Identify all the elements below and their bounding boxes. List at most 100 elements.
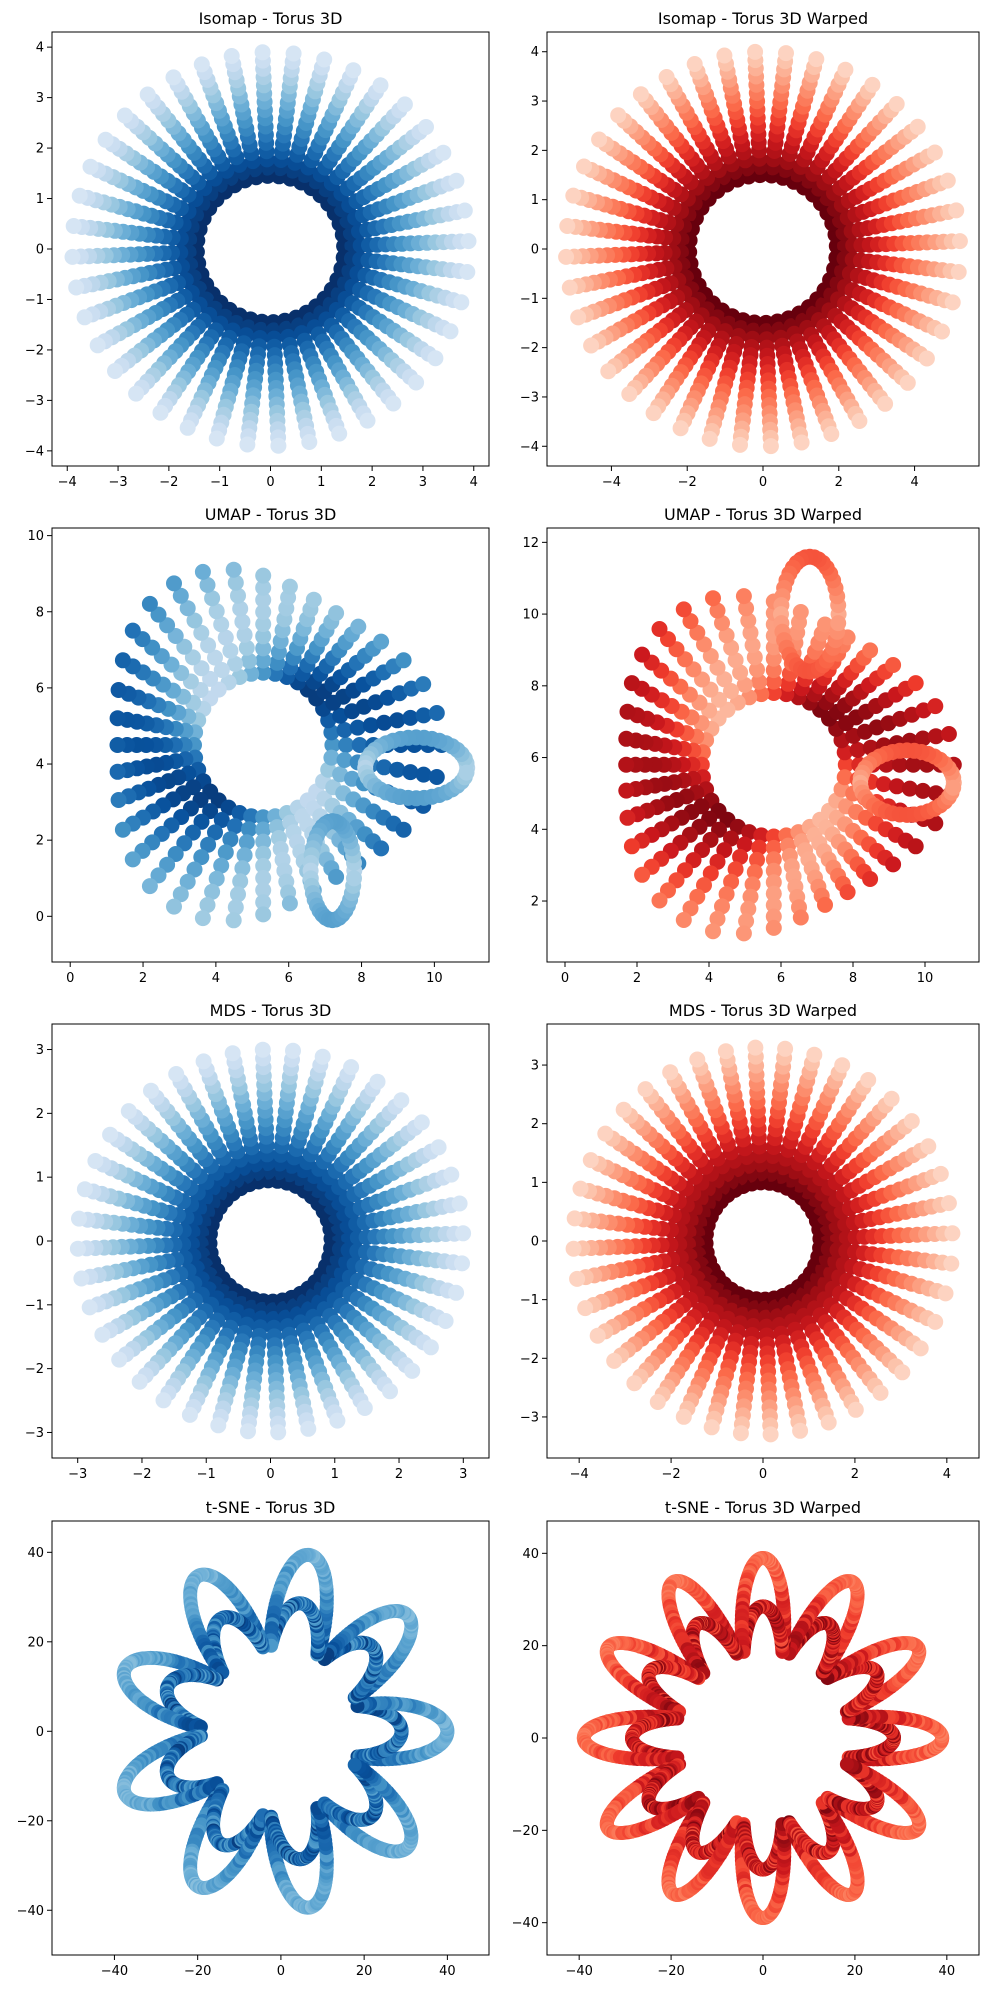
- isomap-torus-panel: Isomap - Torus 3D−4 −3 −2 −1 0 1 2 3 4−4−3−2−101…: [25, 9, 490, 490]
- scatter-point: [927, 1313, 944, 1330]
- scatter-point: [820, 1414, 837, 1431]
- scatter-point: [270, 1424, 287, 1441]
- scatter-point: [714, 615, 730, 631]
- scatter-point: [213, 616, 230, 633]
- scatter-point: [349, 719, 366, 736]
- scatter-point: [634, 646, 651, 663]
- scatter-point: [907, 838, 924, 855]
- scatter-point: [723, 830, 739, 847]
- scatter-point: [254, 1041, 271, 1058]
- scatter-point: [618, 782, 635, 799]
- y-tick-label: 6: [531, 751, 539, 766]
- scatter-point: [234, 860, 251, 877]
- tsne-warped-panel: t-SNE - Torus 3D Warped−40 −20 0 20 40−40−20…: [512, 1498, 980, 1979]
- y-tick-label: −2: [520, 1352, 539, 1367]
- x-tick-label: −1: [197, 1467, 216, 1482]
- scatter-point: [753, 827, 770, 844]
- scatter-point: [305, 591, 322, 608]
- y-tick-label: 1: [36, 192, 44, 207]
- scatter-point: [741, 824, 758, 841]
- scatter-point: [864, 76, 881, 93]
- scatter-point: [792, 604, 809, 620]
- isomap-warped-points: [558, 43, 968, 455]
- scatter-point: [359, 412, 376, 429]
- y-tick-label: 20: [27, 1635, 44, 1650]
- scatter-point: [732, 848, 749, 865]
- y-tick-label: 0: [36, 1235, 44, 1250]
- x-tick-label: 2: [395, 1467, 403, 1482]
- scatter-point: [241, 821, 257, 838]
- scatter-point: [618, 730, 635, 747]
- scatter-point: [227, 899, 244, 916]
- axes-frame: [51, 1520, 490, 1956]
- scatter-point: [597, 1125, 614, 1142]
- scatter-point: [765, 897, 782, 914]
- scatter-point: [389, 712, 406, 729]
- scatter-point: [395, 652, 412, 669]
- scatter-point: [255, 833, 272, 850]
- scatter-point: [689, 1051, 706, 1068]
- y-tick-label: −2: [25, 1362, 44, 1377]
- scatter-point: [940, 726, 957, 742]
- scatter-point: [945, 779, 962, 796]
- scatter-point: [234, 613, 251, 630]
- scatter-point: [193, 624, 210, 641]
- scatter-point: [792, 909, 809, 926]
- scatter-point: [194, 910, 211, 927]
- scatter-point: [393, 1092, 410, 1109]
- scatter-point: [336, 752, 353, 768]
- scatter-point: [558, 248, 575, 265]
- scatter-point: [448, 172, 465, 189]
- scatter-point: [675, 1408, 692, 1425]
- scatter-point: [718, 627, 735, 644]
- x-tick-label: 8: [357, 971, 365, 986]
- scatter-point: [243, 808, 260, 825]
- scatter-point: [200, 836, 217, 853]
- isomap-warped-panel: Isomap - Torus 3D Warped−4 −2 0 2 4−4−3−2−10…: [520, 9, 980, 490]
- scatter-point: [404, 1362, 421, 1379]
- scatter-point: [606, 1352, 623, 1369]
- scatter-point: [382, 1383, 398, 1400]
- scatter-point: [927, 815, 944, 832]
- axes-frame: [546, 527, 980, 963]
- scatter-point: [891, 756, 908, 773]
- scatter-point: [111, 1351, 128, 1368]
- y-tick-label: 0: [36, 1725, 44, 1740]
- scatter-point: [167, 846, 184, 862]
- scatter-point: [658, 69, 675, 85]
- y-tick-label: 3: [36, 1043, 44, 1058]
- scatter-point: [413, 1114, 430, 1131]
- scatter-point: [723, 873, 740, 890]
- y-tick-label: −3: [25, 394, 44, 409]
- scatter-point: [141, 595, 158, 612]
- scatter-point: [167, 628, 184, 644]
- scatter-point: [944, 294, 961, 311]
- x-tick-label: 0: [561, 971, 569, 986]
- scatter-point: [559, 218, 576, 234]
- scatter-point: [460, 233, 477, 250]
- scatter-point: [777, 1040, 794, 1057]
- scatter-point: [255, 894, 272, 911]
- y-tick-label: −4: [520, 440, 539, 455]
- y-tick-label: −1: [520, 292, 539, 307]
- scatter-point: [723, 683, 739, 699]
- x-tick-label: −40: [101, 1964, 128, 1979]
- scatter-point: [255, 821, 272, 838]
- scatter-point: [208, 870, 225, 887]
- scatter-point: [572, 1180, 589, 1197]
- scatter-point: [176, 638, 193, 655]
- scatter-point: [735, 925, 752, 942]
- scatter-point: [872, 1384, 889, 1401]
- x-tick-label: −4: [602, 475, 621, 490]
- scatter-point: [912, 1340, 929, 1357]
- scatter-point: [709, 910, 726, 927]
- scatter-point: [907, 675, 924, 692]
- scatter-point: [184, 649, 201, 666]
- scatter-point: [116, 107, 133, 124]
- scatter-point: [350, 618, 367, 635]
- scatter-point: [172, 587, 189, 604]
- scatter-point: [347, 1757, 362, 1772]
- scatter-point: [176, 835, 193, 852]
- x-tick-label: 10: [917, 971, 934, 986]
